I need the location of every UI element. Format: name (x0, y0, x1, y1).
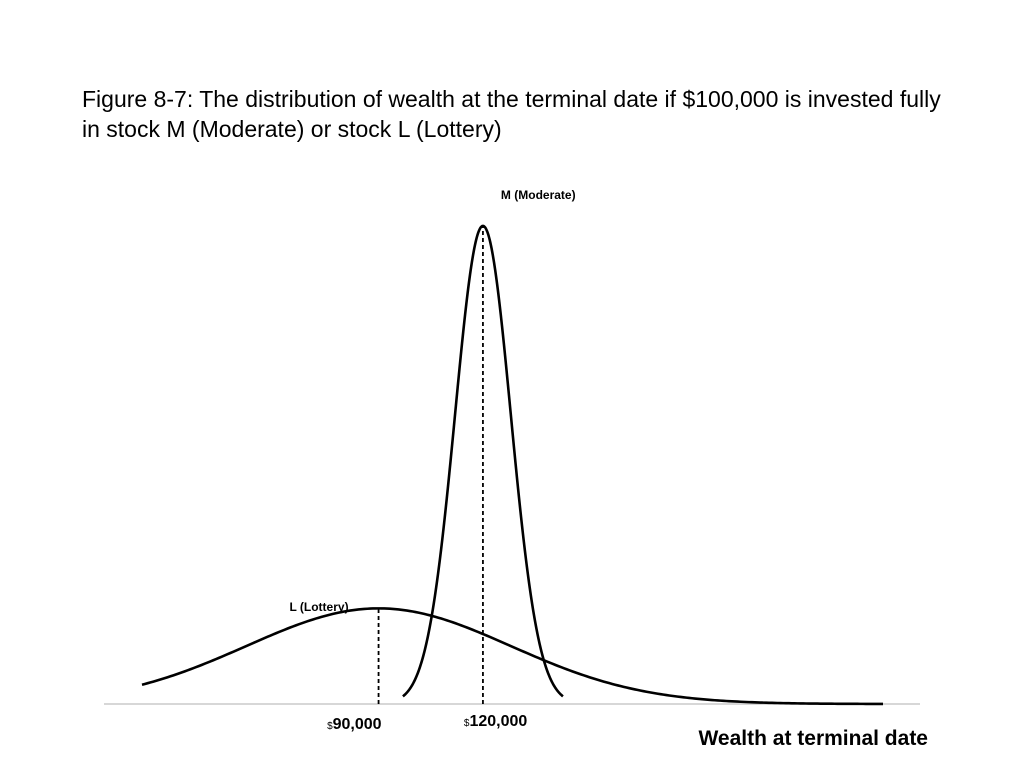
lottery-distribution-curve (141, 607, 883, 706)
moderate-distribution-curve (402, 224, 564, 698)
moderate-series-label: M (Moderate) (501, 188, 576, 202)
lottery-series-label: L (Lottery) (289, 600, 348, 614)
page-title: Figure 8-7: The distribution of wealth a… (82, 86, 941, 142)
tick-label-90000: $90,000 (327, 716, 382, 733)
x-axis-title: Wealth at terminal date (698, 727, 928, 750)
tick-label-120000: $120,000 (464, 713, 528, 730)
